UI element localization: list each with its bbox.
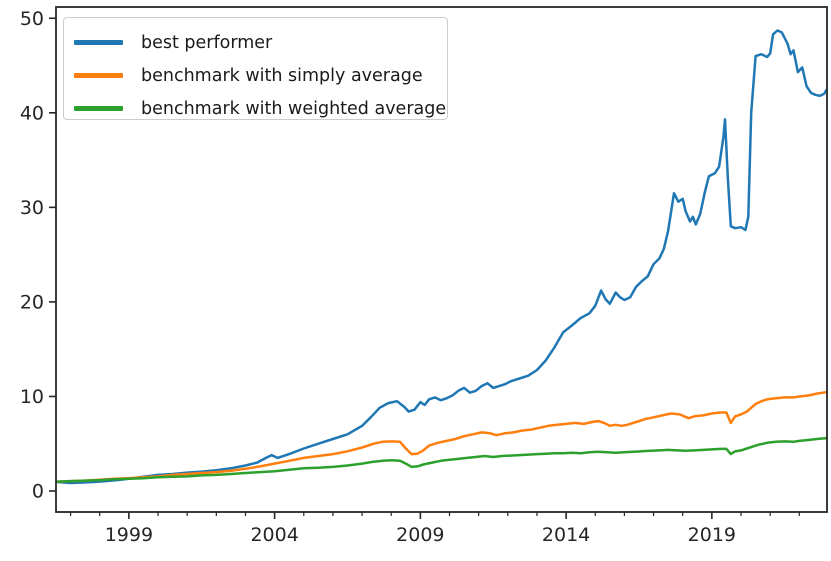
x-tick-label: 2004: [250, 524, 298, 546]
series-line-0: [56, 29, 828, 485]
x-tick-label: 2009: [396, 524, 444, 546]
legend-swatch-green-line-icon: [74, 106, 123, 111]
plot-area-border: [55, 6, 828, 513]
legend-label: benchmark with simply average: [141, 65, 423, 86]
x-tick-label: 2019: [688, 524, 736, 546]
legend-label: best performer: [141, 32, 273, 53]
y-tick-label: 20: [20, 291, 44, 313]
x-tick-label: 2014: [542, 524, 590, 546]
y-tick-label: 10: [20, 386, 44, 408]
series-line-2: [56, 436, 828, 483]
x-tick-label: 1999: [105, 524, 153, 546]
y-tick-label: 50: [20, 8, 44, 30]
legend: best performer benchmark with simply ave…: [63, 17, 448, 120]
legend-swatch-orange-line-icon: [74, 73, 123, 78]
legend-swatch-blue-line-icon: [74, 40, 123, 45]
y-tick-label: 30: [20, 197, 44, 219]
series-line-1: [56, 390, 828, 483]
legend-label: benchmark with weighted average: [141, 98, 447, 119]
y-tick-label: 40: [20, 102, 44, 124]
legend-item-benchmark-simply-average: benchmark with simply average: [64, 59, 447, 92]
y-tick-label: 0: [32, 481, 44, 503]
legend-item-benchmark-weighted-average: benchmark with weighted average: [64, 92, 447, 125]
legend-item-best-performer: best performer: [64, 26, 447, 59]
